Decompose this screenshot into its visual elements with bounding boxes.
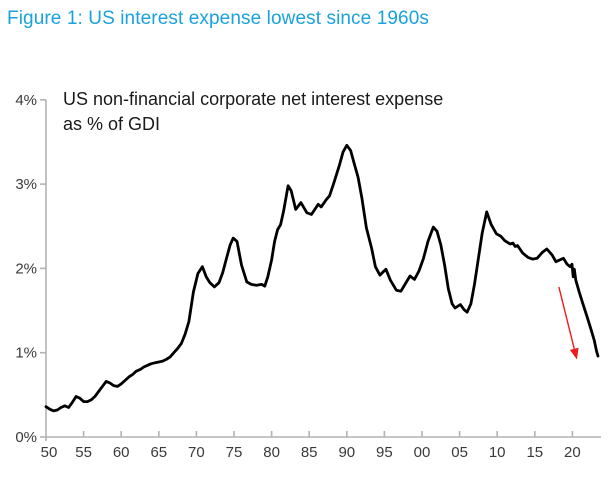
x-tick-label: 50 bbox=[41, 444, 58, 461]
x-tick-label: 60 bbox=[113, 444, 130, 461]
x-tick-label: 15 bbox=[526, 444, 543, 461]
x-tick-label: 80 bbox=[263, 444, 280, 461]
chart-subtitle-line-2: as % of GDI bbox=[63, 114, 161, 134]
figure-title: Figure 1: US interest expense lowest sin… bbox=[7, 8, 429, 29]
x-tick-label: 65 bbox=[150, 444, 167, 461]
x-tick-label: 85 bbox=[301, 444, 318, 461]
y-tick-label: 4% bbox=[15, 92, 37, 109]
y-tick-label: 2% bbox=[15, 260, 37, 277]
x-tick-label: 90 bbox=[338, 444, 355, 461]
data-line bbox=[44, 143, 600, 413]
x-tick-label: 05 bbox=[451, 444, 468, 461]
y-tick-label: 0% bbox=[15, 429, 37, 446]
chart-subtitle: US non-financial corporate net interest … bbox=[63, 87, 443, 137]
chart-subtitle-line-1: US non-financial corporate net interest … bbox=[63, 89, 444, 109]
x-tick-label: 10 bbox=[489, 444, 506, 461]
x-tick-label: 95 bbox=[376, 444, 393, 461]
x-tick-label: 70 bbox=[188, 444, 205, 461]
y-tick-label: 3% bbox=[15, 176, 37, 193]
x-tick-label: 75 bbox=[226, 444, 243, 461]
x-tick-label: 00 bbox=[414, 444, 431, 461]
trend-arrow-head bbox=[569, 347, 579, 360]
trend-arrow-shaft bbox=[558, 286, 575, 349]
x-tick-label: 55 bbox=[75, 444, 92, 461]
x-tick-label: 20 bbox=[564, 444, 581, 461]
y-tick-label: 1% bbox=[15, 345, 37, 362]
